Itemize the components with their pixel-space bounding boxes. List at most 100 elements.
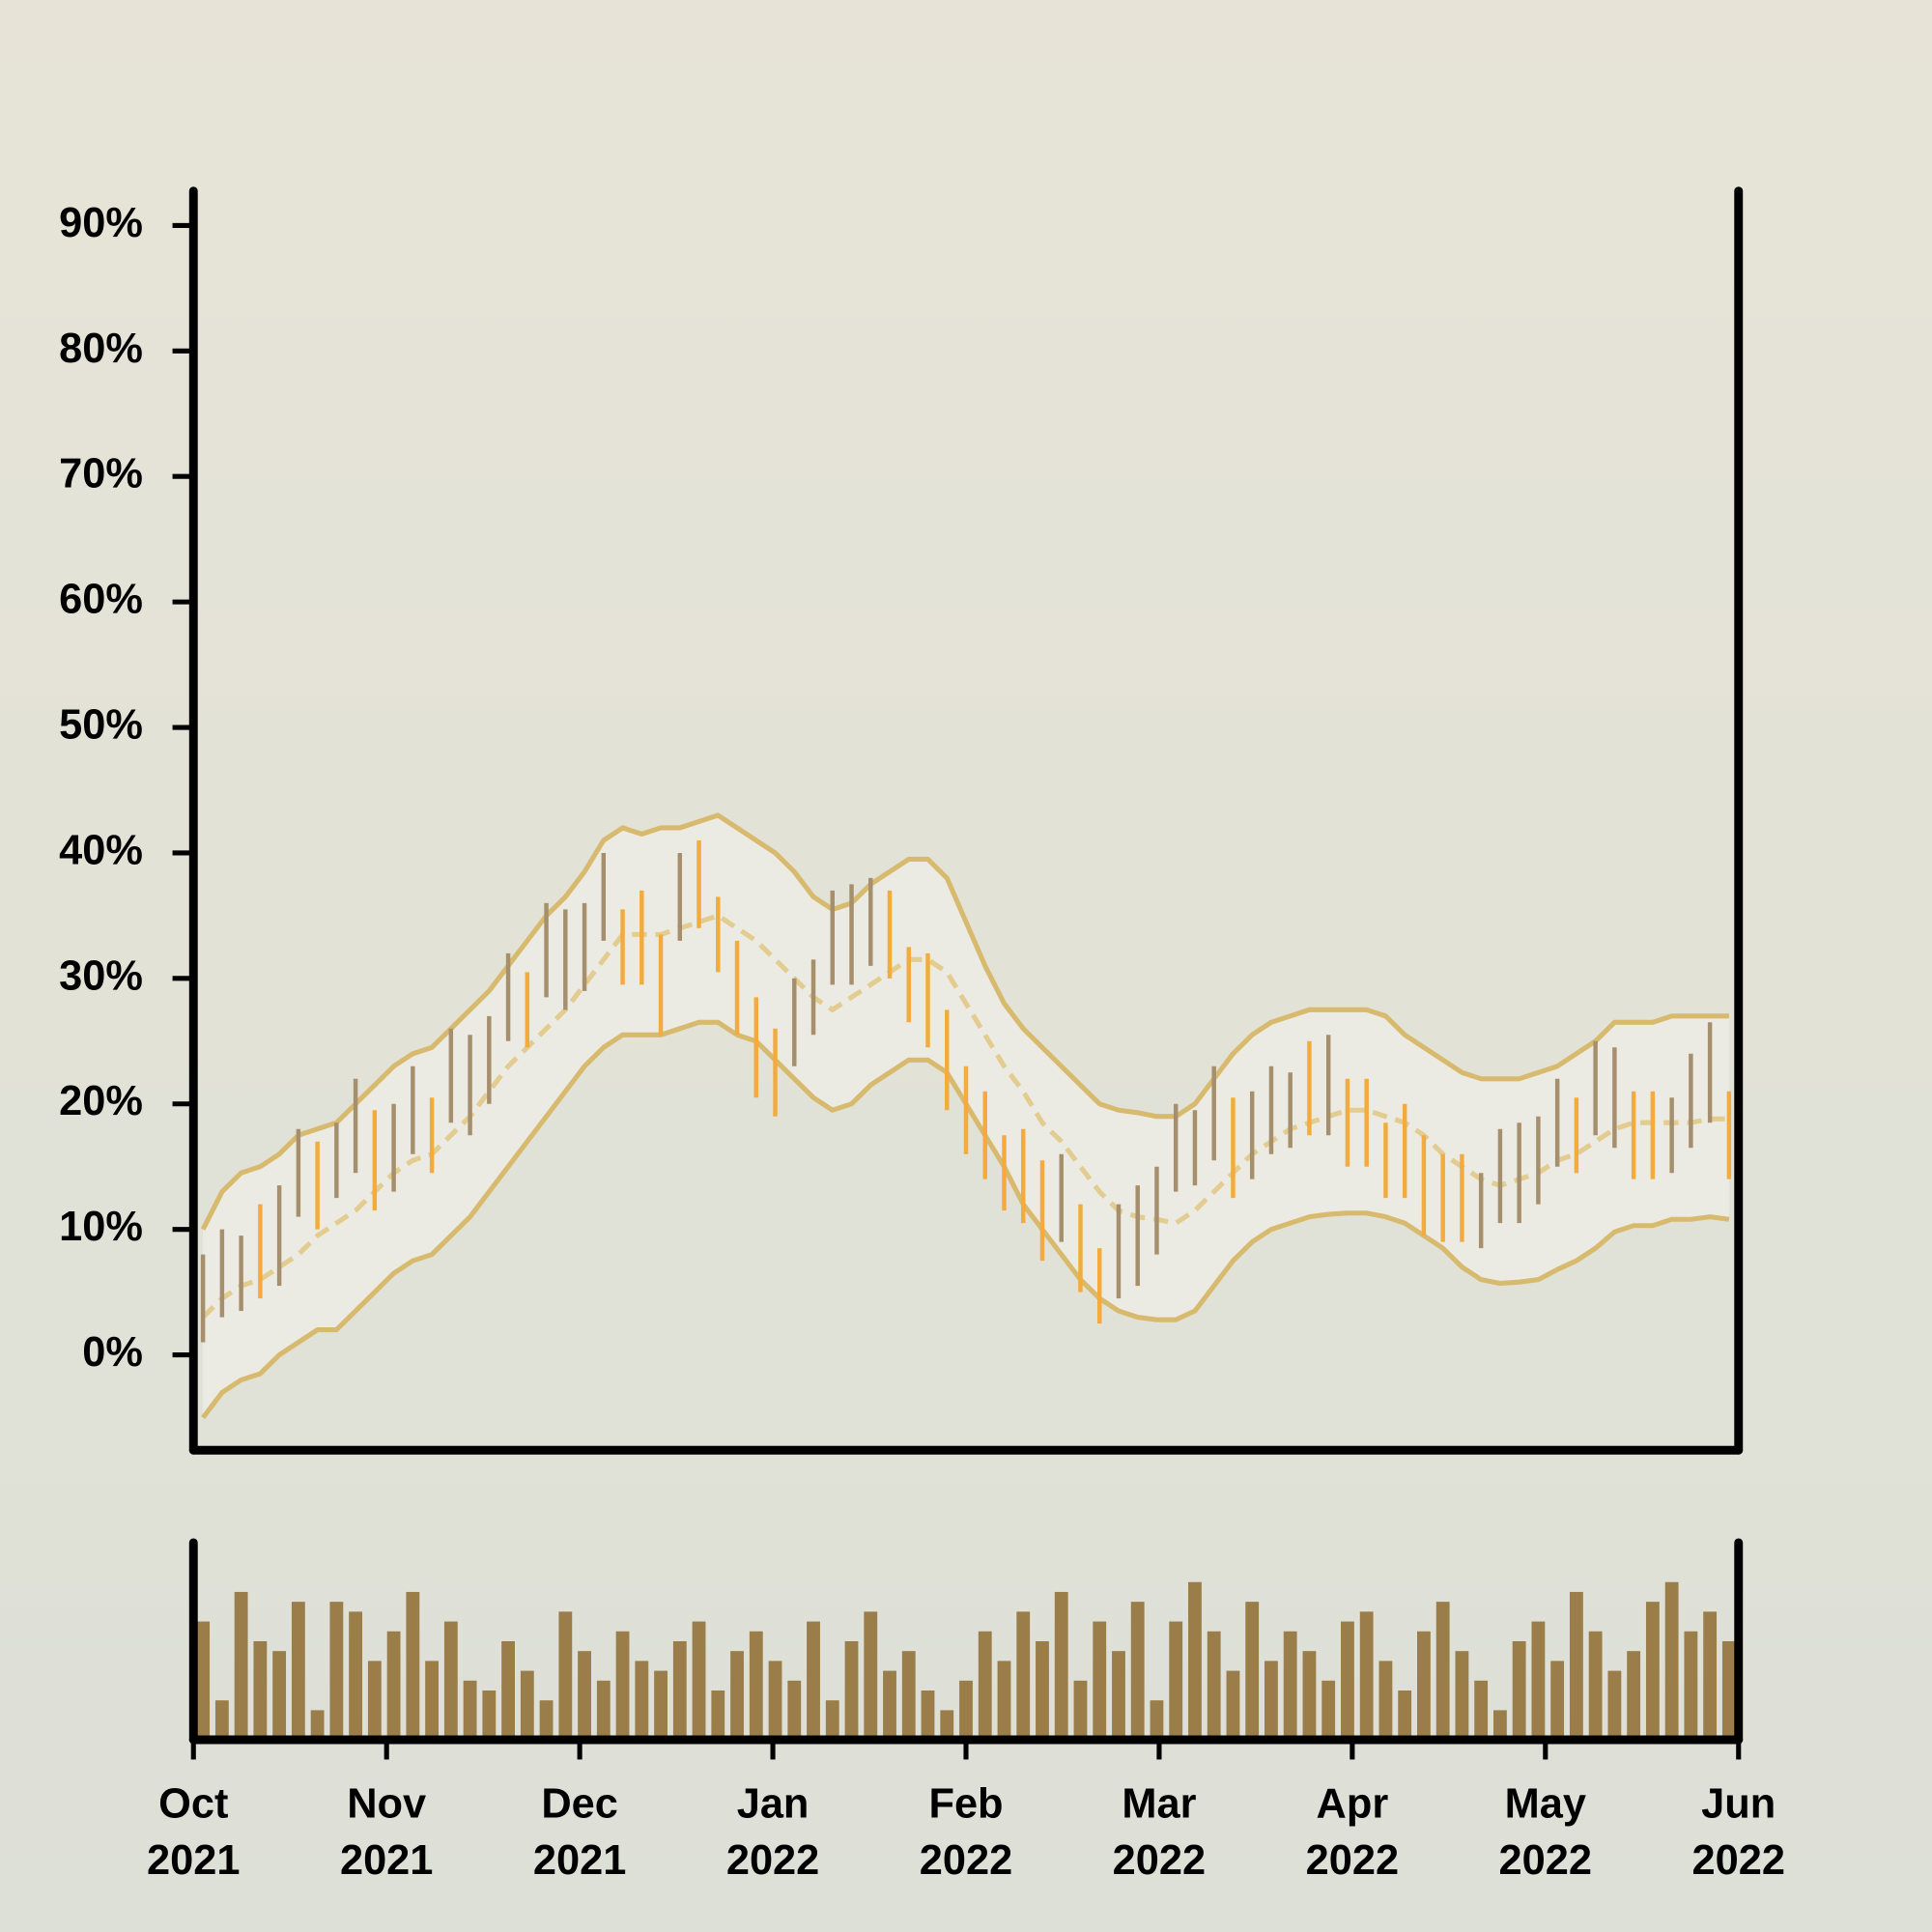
y-tick-label: 20%: [59, 1078, 143, 1124]
volume-bar: [443, 1621, 458, 1741]
y-tick-label: 50%: [59, 701, 143, 748]
x-tick-label: Feb 2022: [920, 1780, 1012, 1884]
volume-bar: [539, 1700, 554, 1741]
volume-bar: [196, 1621, 211, 1741]
volume-bar: [349, 1611, 363, 1741]
volume-bar: [1245, 1602, 1260, 1741]
x-tick-label-line: 2021: [340, 1837, 433, 1884]
x-tick-label-line: Apr: [1317, 1780, 1389, 1827]
volume-bar: [730, 1651, 744, 1741]
y-tick-label: 30%: [59, 952, 143, 999]
y-tick-label: 60%: [59, 577, 143, 623]
y-tick-label: 10%: [59, 1204, 143, 1250]
volume-bar: [1721, 1640, 1736, 1741]
x-tick-label: May 2022: [1499, 1780, 1592, 1884]
volume-bar: [386, 1631, 401, 1741]
volume-bar: [825, 1700, 839, 1741]
volume-bar: [1359, 1611, 1374, 1741]
y-tick-label: 40%: [59, 827, 143, 873]
volume-bar: [1016, 1611, 1031, 1741]
x-tick-label-line: 2022: [726, 1837, 819, 1884]
volume-bar: [1341, 1621, 1354, 1741]
x-tick-label-line: 2021: [533, 1837, 626, 1884]
volume-bar: [844, 1640, 859, 1741]
volume-bar: [864, 1611, 878, 1741]
volume-bar: [768, 1661, 782, 1741]
volume-bar: [959, 1680, 973, 1741]
x-tick-label-line: 2022: [1306, 1837, 1399, 1884]
volume-bar: [1150, 1700, 1164, 1741]
volume-bar: [214, 1700, 229, 1741]
x-tick-label-line: Jun: [1701, 1780, 1776, 1827]
volume-bar: [1627, 1651, 1641, 1741]
volume-bar: [921, 1690, 935, 1741]
volume-bar: [1302, 1651, 1317, 1741]
volume-bar: [978, 1631, 992, 1741]
volume-bar: [1531, 1621, 1546, 1741]
volume-bar: [501, 1640, 515, 1741]
volume-bar: [940, 1710, 954, 1741]
volume-bar: [749, 1631, 763, 1741]
volume-bar: [672, 1640, 687, 1741]
volume-bar: [1435, 1602, 1450, 1741]
x-tick-label-line: Mar: [1122, 1780, 1196, 1827]
volume-bar: [596, 1680, 611, 1741]
volume-bar: [635, 1661, 649, 1741]
upper-band: [200, 812, 1729, 1231]
volume-bar: [1130, 1602, 1145, 1741]
volume-bar: [291, 1602, 305, 1741]
volume-bar: [558, 1611, 573, 1741]
volume-bar: [578, 1651, 591, 1741]
volume-bar: [787, 1680, 802, 1741]
volume-bar: [1455, 1651, 1469, 1741]
volume-bar: [1588, 1631, 1603, 1741]
volume-bar: [1474, 1680, 1489, 1741]
volume-bar: [1321, 1680, 1336, 1741]
volume-bar: [1398, 1690, 1412, 1741]
volume-bar: [1645, 1602, 1660, 1741]
volume-bar: [1492, 1710, 1507, 1741]
y-tick-label: 90%: [59, 200, 143, 246]
volume-bar: [234, 1591, 248, 1741]
y-tick-label: 70%: [59, 451, 143, 497]
x-tick-label: Jun 2022: [1692, 1780, 1785, 1884]
x-tick-label-line: 2022: [1113, 1837, 1206, 1884]
x-tick-label-line: May: [1505, 1780, 1586, 1827]
volume-bar: [1283, 1631, 1297, 1741]
volume-bar: [1169, 1621, 1183, 1741]
volume-bar: [1093, 1621, 1107, 1741]
volume-bar: [329, 1602, 344, 1741]
x-tick-label: Dec 2021: [533, 1780, 626, 1884]
y-tick-label: 80%: [59, 326, 143, 372]
volume-bar: [1378, 1661, 1393, 1741]
x-tick-label-line: 2022: [1499, 1837, 1592, 1884]
x-tick-label-line: 2022: [920, 1837, 1012, 1884]
volume-bar: [615, 1631, 630, 1741]
volume-bar: [272, 1651, 287, 1741]
x-tick-label-line: 2022: [1692, 1837, 1785, 1884]
x-tick-label-line: 2021: [147, 1837, 240, 1884]
volume-bar: [1417, 1631, 1431, 1741]
volume-bar: [883, 1670, 896, 1741]
x-tick-label-line: Feb: [928, 1780, 1003, 1827]
volume-bar: [310, 1710, 325, 1741]
volume-bar: [1550, 1661, 1565, 1741]
volume-bar: [1112, 1651, 1125, 1741]
volume-bar: [520, 1670, 534, 1741]
x-tick-label: Apr 2022: [1306, 1780, 1399, 1884]
volume-bar: [901, 1651, 916, 1741]
volume-bar: [1054, 1591, 1068, 1741]
x-tick-label: Oct 2021: [147, 1780, 240, 1884]
volume-bar: [711, 1690, 725, 1741]
volume-bar: [1226, 1670, 1240, 1741]
volume-bar: [1664, 1581, 1679, 1741]
middle-band: [201, 913, 1729, 1320]
volume-bar: [1264, 1661, 1278, 1741]
volume-bar: [692, 1621, 706, 1741]
volume-bar: [253, 1640, 268, 1741]
volume-bar: [1188, 1581, 1202, 1741]
volume-bar: [1207, 1631, 1221, 1741]
volume-bar: [425, 1661, 440, 1741]
x-tick-label: Mar 2022: [1113, 1780, 1206, 1884]
